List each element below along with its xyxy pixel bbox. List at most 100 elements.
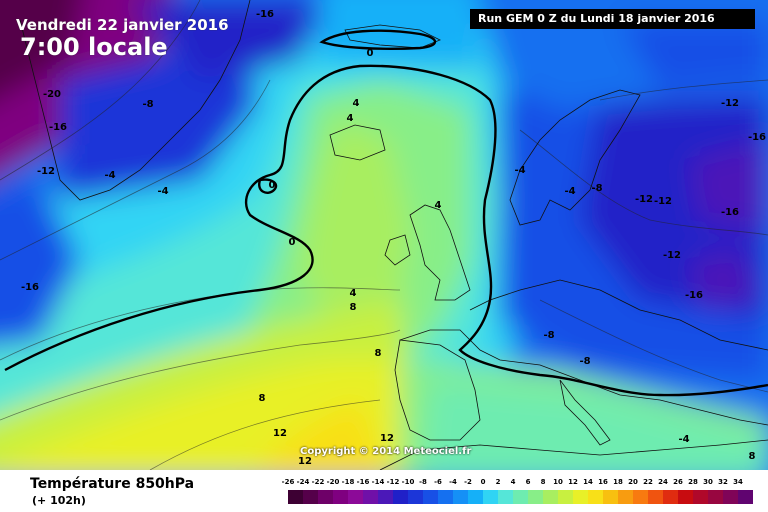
scale-color-swatch <box>603 490 618 504</box>
scale-color-swatch <box>423 490 438 504</box>
scale-color-swatch <box>738 490 753 504</box>
scale-color-swatch <box>708 490 723 504</box>
forecast-hour: (+ 102h) <box>32 494 86 507</box>
scale-color-swatch <box>588 490 603 504</box>
isotherm-label: 12 <box>273 428 287 439</box>
isotherm-label: -12 <box>663 250 681 261</box>
scale-tick-label: 14 <box>583 478 593 486</box>
isotherm-label: -16 <box>49 122 67 133</box>
scale-tick-label: -22 <box>311 478 325 486</box>
scale-tick-label: 28 <box>688 478 698 486</box>
isotherm-label: -20 <box>43 89 61 100</box>
scale-color-swatch <box>453 490 468 504</box>
isotherm-label: -16 <box>21 282 39 293</box>
copyright-notice: Copyright © 2014 Meteociel.fr <box>300 446 472 457</box>
scale-color-swatch <box>678 490 693 504</box>
isotherm-label: -8 <box>579 356 590 367</box>
isotherm-label: 8 <box>375 348 382 359</box>
scale-color-swatch <box>543 490 558 504</box>
scale-color-swatch <box>333 490 348 504</box>
isotherm-label: -16 <box>748 132 766 143</box>
scale-color-swatch <box>483 490 498 504</box>
scale-tick-label: -6 <box>434 478 442 486</box>
variable-title: Température 850hPa <box>30 476 195 492</box>
isotherm-label: -4 <box>157 186 168 197</box>
coastlines <box>19 0 768 470</box>
scale-tick-label: -24 <box>296 478 310 486</box>
scale-tick-label: 10 <box>553 478 563 486</box>
scale-tick-label: -8 <box>419 478 427 486</box>
scale-tick-label: -14 <box>371 478 385 486</box>
isotherm-label: -4 <box>514 165 525 176</box>
isotherm-label: -16 <box>721 207 739 218</box>
scale-color-swatch <box>468 490 483 504</box>
isotherm-label: -16 <box>685 290 703 301</box>
isotherm-label: 4 <box>435 200 442 211</box>
scale-color-swatch <box>648 490 663 504</box>
scale-tick-label: 6 <box>525 478 531 486</box>
scale-color-swatch <box>633 490 648 504</box>
scale-tick-label: 18 <box>613 478 623 486</box>
isotherm-label: -12 <box>37 166 55 177</box>
temperature-850hpa-map: -16 -20 -16 -12 -8 -4 -4 -16 0 4 4 0 0 4… <box>0 0 768 470</box>
scale-tick-label: 20 <box>628 478 638 486</box>
isotherm-label: -16 <box>256 9 274 20</box>
isotherm-label: 4 <box>350 288 357 299</box>
isotherm-label: -12 <box>635 194 653 205</box>
scale-tick-label: 24 <box>658 478 668 486</box>
scale-color-swatch <box>498 490 513 504</box>
isotherm-label: -12 <box>721 98 739 109</box>
scale-tick-label: -18 <box>341 478 355 486</box>
scale-color-swatch <box>723 490 738 504</box>
scale-tick-label: 32 <box>718 478 728 486</box>
color-scale-legend: -26 -24 -22 -20 -18 -16 -14 -12 -10 -8 -6 -4 -2 0 2 4 6 8… <box>282 478 753 508</box>
scale-tick-label: 4 <box>510 478 516 486</box>
scale-tick-label: -20 <box>326 478 340 486</box>
scale-color-swatch <box>558 490 573 504</box>
isotherm-label: 0 <box>289 237 296 248</box>
scale-color-swatch <box>513 490 528 504</box>
scale-color-swatch <box>348 490 363 504</box>
scale-tick-label: 34 <box>733 478 743 486</box>
isotherm-label: 12 <box>380 433 394 444</box>
isotherm-label: -8 <box>142 99 153 110</box>
isotherm-label: 0 <box>367 48 374 59</box>
scale-color-swatch <box>408 490 423 504</box>
isotherm-label: 4 <box>353 98 360 109</box>
scale-tick-label: 8 <box>540 478 546 486</box>
isotherm-label: 8 <box>350 302 357 313</box>
scale-tick-label: -26 <box>281 478 295 486</box>
scale-color-swatch <box>573 490 588 504</box>
isotherm-label: -12 <box>654 196 672 207</box>
scale-color-swatch <box>663 490 678 504</box>
isotherm-label: -4 <box>104 170 115 181</box>
model-run-banner: Run GEM 0 Z du Lundi 18 janvier 2016 <box>470 9 755 29</box>
isotherm-label: 0 <box>269 180 276 191</box>
scale-color-swatch <box>528 490 543 504</box>
isotherm-label: 8 <box>749 451 756 462</box>
forecast-date: Vendredi 22 janvier 2016 <box>16 16 229 34</box>
scale-tick-label: 22 <box>643 478 653 486</box>
isotherm-label: 12 <box>298 456 312 467</box>
scale-color-swatch <box>438 490 453 504</box>
scale-tick-label: 26 <box>673 478 683 486</box>
scale-color-swatch <box>288 490 303 504</box>
scale-color-swatch <box>378 490 393 504</box>
scale-color-swatch <box>318 490 333 504</box>
scale-color-swatch <box>303 490 318 504</box>
isotherm-label: 4 <box>347 113 354 124</box>
isotherm-label: 8 <box>259 393 266 404</box>
scale-tick-label: -16 <box>356 478 370 486</box>
scale-tick-label: 2 <box>495 478 501 486</box>
scale-tick-label: 0 <box>480 478 486 486</box>
scale-tick-label: -2 <box>464 478 472 486</box>
scale-color-swatch <box>618 490 633 504</box>
isotherm-labels: -16 -20 -16 -12 -8 -4 -4 -16 0 4 4 0 0 4… <box>21 9 766 467</box>
scale-color-swatch <box>393 490 408 504</box>
isotherm-label: -8 <box>543 330 554 341</box>
isotherm-label: -8 <box>591 183 602 194</box>
isotherm-label: -4 <box>564 186 575 197</box>
scale-tick-label: -10 <box>401 478 415 486</box>
scale-tick-label: 16 <box>598 478 608 486</box>
